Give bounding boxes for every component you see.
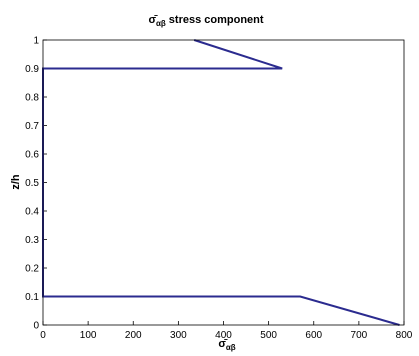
y-tick-label: 0.1 xyxy=(25,292,39,303)
y-axis-label: z/h xyxy=(10,174,22,190)
y-tick-label: 0.5 xyxy=(25,178,39,189)
chart-title: σ̄αβ stress component xyxy=(148,14,263,28)
title-label: stress component xyxy=(169,14,264,26)
y-tick-label: 0.4 xyxy=(25,207,39,218)
x-axis-label: σ̄αβ xyxy=(218,338,235,352)
x-tick-label: 200 xyxy=(125,330,142,341)
y-tick-label: 0.3 xyxy=(25,235,39,246)
x-axis-symbol: σ̄ xyxy=(218,338,228,350)
x-tick-label: 300 xyxy=(170,330,187,341)
y-tick-label: 0 xyxy=(33,321,39,332)
y-tick-label: 0.2 xyxy=(25,264,39,275)
y-tick-label: 0.8 xyxy=(25,93,39,104)
stress-profile-line xyxy=(42,39,400,326)
x-tick-label: 100 xyxy=(80,330,97,341)
x-tick-label: 0 xyxy=(40,330,46,341)
x-tick-label: 700 xyxy=(351,330,368,341)
axes-frame xyxy=(42,39,405,326)
y-tick-label: 1 xyxy=(33,36,39,47)
x-axis-subscript: αβ xyxy=(226,343,236,352)
x-tick-label: 800 xyxy=(396,330,413,341)
y-tick-label: 0.9 xyxy=(25,64,39,75)
ticks: 0 100 200 300 400 500 600 700 800 0 0.1 0.2 0.3 0.4 0.… xyxy=(25,36,413,342)
y-tick-label: 0.6 xyxy=(25,150,39,161)
x-tick-label: 600 xyxy=(305,330,322,341)
title-symbol: σ̄ xyxy=(148,14,158,26)
x-tick-label: 500 xyxy=(260,330,277,341)
title-subscript: αβ xyxy=(156,19,166,28)
y-tick-label: 0.7 xyxy=(25,121,39,132)
x-tick-label: 400 xyxy=(215,330,232,341)
